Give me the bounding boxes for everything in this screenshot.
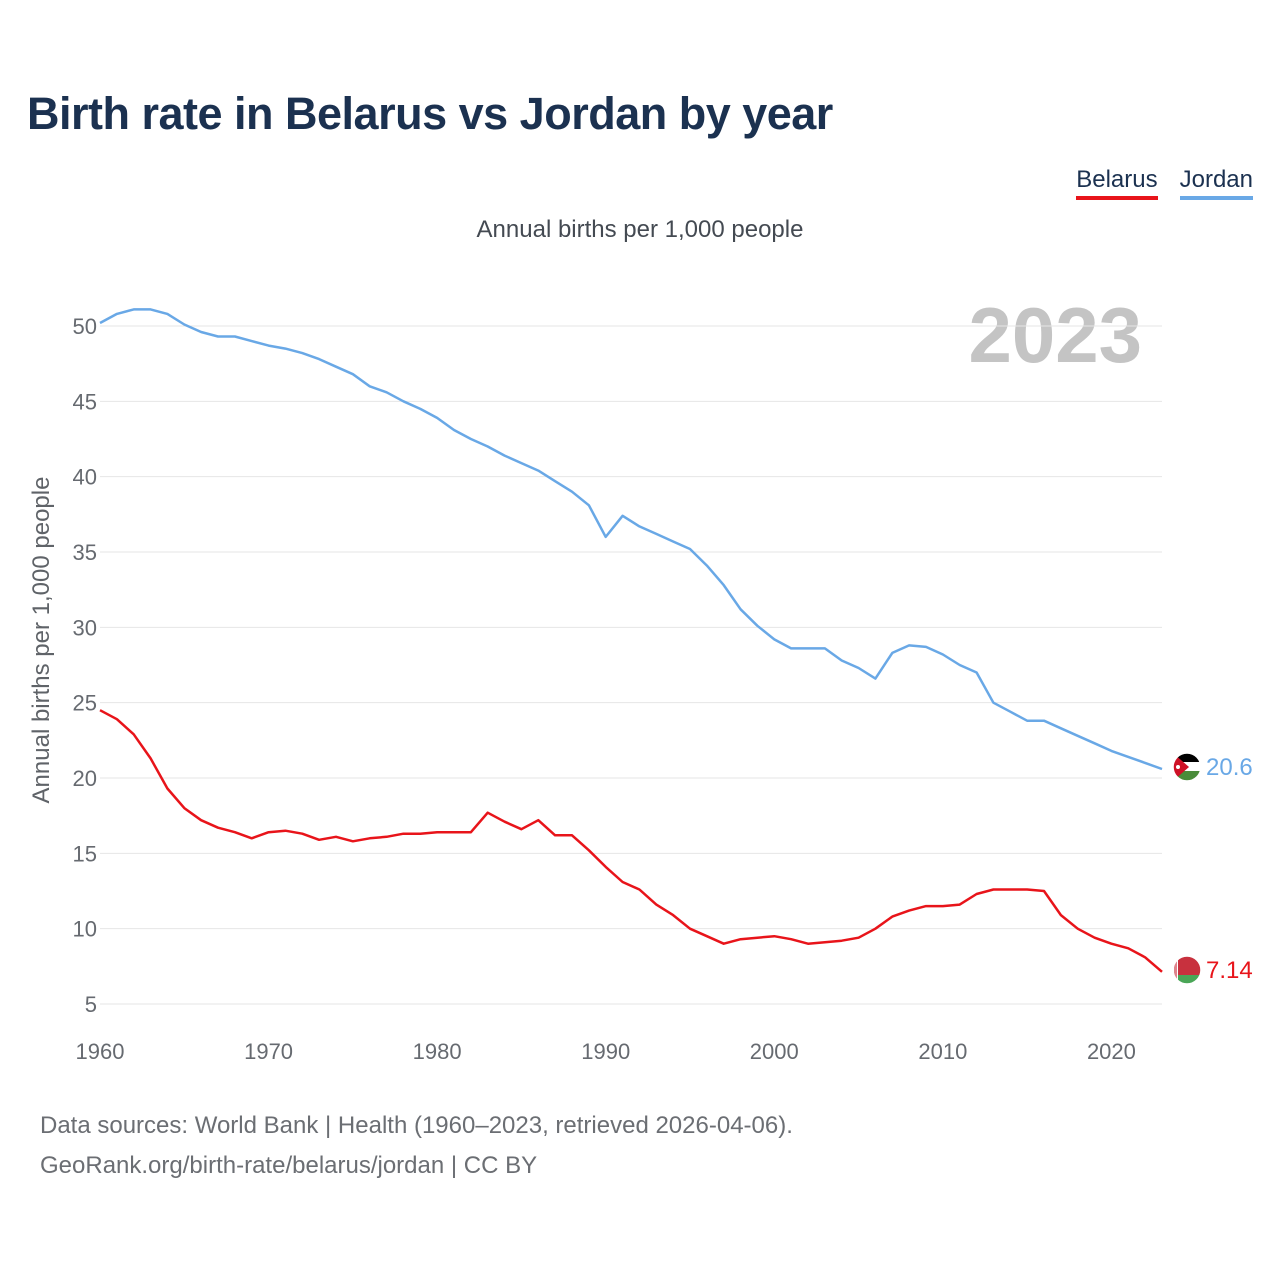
- legend: Belarus Jordan: [1076, 166, 1253, 200]
- jordan-flag-icon: [1172, 752, 1202, 782]
- x-tick-label: 2000: [750, 1039, 799, 1064]
- x-tick-label: 1980: [413, 1039, 462, 1064]
- x-tick-label: 1960: [76, 1039, 125, 1064]
- belarus-end-value: 7.14: [1206, 957, 1253, 984]
- x-axis-ticks: 1960 1970 1980 1990 2000 2010 2020: [76, 1039, 1136, 1064]
- source-line-1: Data sources: World Bank | Health (1960–…: [40, 1112, 793, 1139]
- x-tick-label: 1970: [244, 1039, 293, 1064]
- y-tick-label: 20: [73, 766, 97, 791]
- y-axis-ticks: 5 10 15 20 25 30 35 40 45 50: [73, 314, 97, 1017]
- jordan-series-line: [99, 308, 1163, 771]
- y-tick-label: 45: [73, 389, 97, 414]
- belarus-end-marker: 7.14: [1172, 955, 1253, 985]
- y-tick-label: 40: [73, 465, 97, 490]
- belarus-flag-icon: [1172, 955, 1202, 985]
- grid-lines: [100, 325, 1162, 1005]
- belarus-series-line: [99, 709, 1163, 973]
- chart-title: Birth rate in Belarus vs Jordan by year: [27, 88, 833, 139]
- y-tick-label: 50: [73, 314, 97, 339]
- y-tick-label: 35: [73, 540, 97, 565]
- y-tick-label: 15: [73, 841, 97, 866]
- y-tick-label: 10: [73, 917, 97, 942]
- jordan-end-value: 20.6: [1206, 754, 1253, 781]
- y-tick-label: 5: [85, 992, 97, 1017]
- legend-item-jordan[interactable]: Jordan: [1179, 166, 1253, 200]
- x-tick-label: 2010: [918, 1039, 967, 1064]
- source-line-2[interactable]: GeoRank.org/birth-rate/belarus/jordan | …: [40, 1152, 538, 1179]
- x-tick-label: 2020: [1087, 1039, 1136, 1064]
- y-tick-label: 25: [73, 691, 97, 716]
- x-tick-label: 1990: [581, 1039, 630, 1064]
- chart-subtitle: Annual births per 1,000 people: [476, 216, 804, 243]
- jordan-end-marker: 20.6: [1172, 752, 1253, 782]
- year-watermark: 2023: [968, 291, 1142, 379]
- y-tick-label: 30: [73, 615, 97, 640]
- series-lines: [99, 308, 1163, 973]
- data-source: Data sources: World Bank | Health (1960–…: [40, 1106, 793, 1186]
- legend-item-belarus[interactable]: Belarus: [1076, 166, 1158, 200]
